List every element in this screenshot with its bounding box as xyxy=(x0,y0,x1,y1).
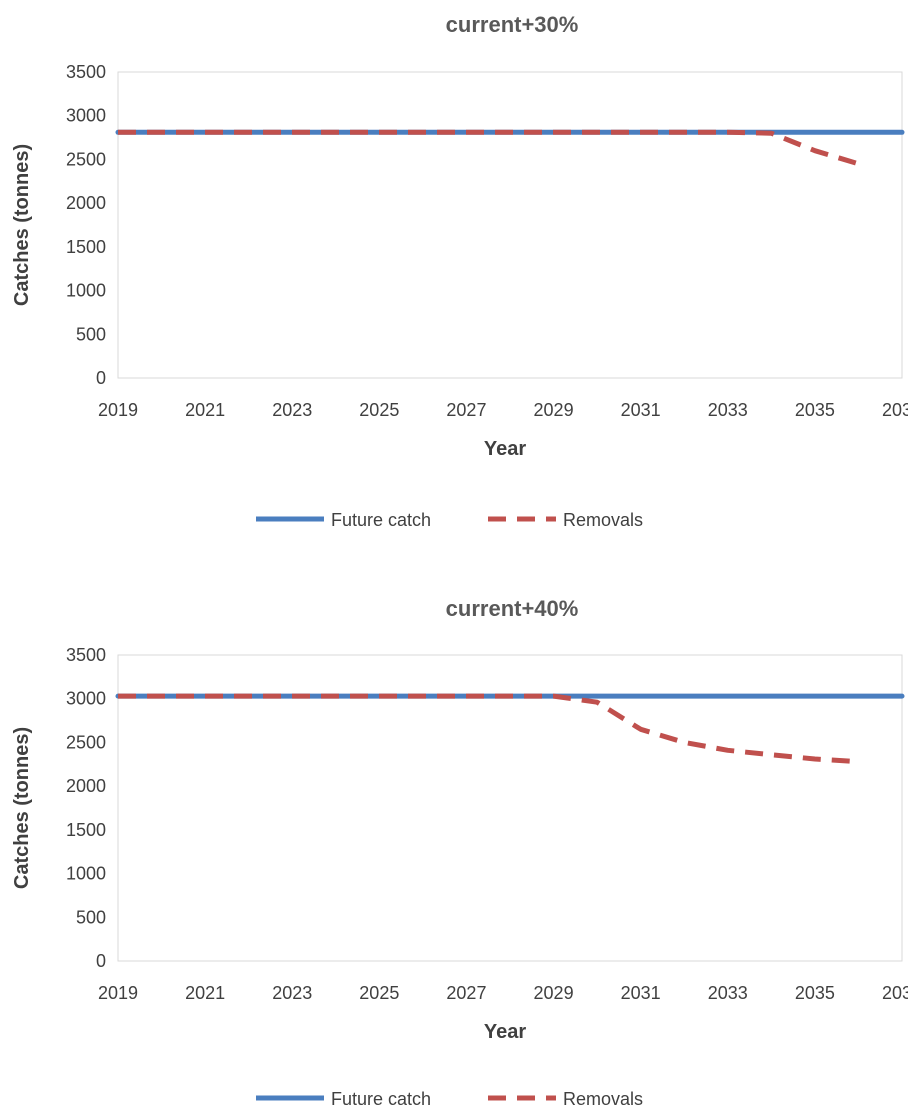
y-tick-label: 1000 xyxy=(66,864,106,884)
legend-label: Removals xyxy=(563,1089,643,1109)
x-tick-label: 2025 xyxy=(359,983,399,1003)
y-tick-label: 2000 xyxy=(66,193,106,213)
chart-current-40: current+40% 0 500 1000 1500 2000 2500 3000 3500 2… xyxy=(0,583,908,1113)
chart-title: current+30% xyxy=(446,12,579,37)
x-tick-label: 2027 xyxy=(446,400,486,420)
y-tick-label: 2000 xyxy=(66,776,106,796)
legend-label: Future catch xyxy=(331,1089,431,1109)
x-tick-label: 2023 xyxy=(272,400,312,420)
y-tick-label: 500 xyxy=(76,907,106,927)
legend-label: Future catch xyxy=(331,510,431,530)
x-axis-title: Year xyxy=(484,1021,526,1043)
y-tick-label: 500 xyxy=(76,324,106,344)
chart-title: current+40% xyxy=(446,596,579,621)
chart-current-30: current+30% 0 500 1000 1500 2000 2500 3000 3500 2… xyxy=(0,0,908,556)
y-tick-label: 2500 xyxy=(66,149,106,169)
legend-label: Removals xyxy=(563,510,643,530)
x-tick-label: 2027 xyxy=(446,983,486,1003)
y-axis-title: Catches (tonnes) xyxy=(11,727,33,889)
x-tick-label: 2021 xyxy=(185,983,225,1003)
y-tick-label: 3000 xyxy=(66,106,106,126)
x-axis-title: Year xyxy=(484,438,526,460)
x-tick-label: 2029 xyxy=(534,400,574,420)
y-axis-title: Catches (tonnes) xyxy=(11,144,33,306)
y-tick-label: 1500 xyxy=(66,820,106,840)
y-tick-label: 3000 xyxy=(66,689,106,709)
series-line-removals xyxy=(118,129,860,167)
plot-area xyxy=(117,654,903,962)
y-tick-label: 0 xyxy=(96,368,106,388)
series-line-removals xyxy=(118,693,859,765)
x-tick-label: 2019 xyxy=(98,400,138,420)
x-tick-label: 2037 xyxy=(882,983,908,1003)
chart-svg-current-40: current+40% 0 500 1000 1500 2000 2500 3000 3500 2… xyxy=(11,596,908,1109)
y-tick-label: 1500 xyxy=(66,237,106,257)
y-tick-label: 0 xyxy=(96,951,106,971)
x-tick-label: 2023 xyxy=(272,983,312,1003)
chart-svg-current-30: current+30% 0 500 1000 1500 2000 2500 3000 3500 2… xyxy=(11,12,908,530)
y-tick-label: 3500 xyxy=(66,62,106,82)
x-tick-label: 2029 xyxy=(534,983,574,1003)
x-tick-label: 2025 xyxy=(359,400,399,420)
x-tick-label: 2021 xyxy=(185,400,225,420)
plot-area xyxy=(117,71,903,379)
x-tick-label: 2031 xyxy=(621,983,661,1003)
x-tick-label: 2035 xyxy=(795,400,835,420)
y-tick-label: 2500 xyxy=(66,732,106,752)
y-tick-label: 3500 xyxy=(66,645,106,665)
x-tick-label: 2037 xyxy=(882,400,908,420)
x-tick-label: 2035 xyxy=(795,983,835,1003)
y-tick-label: 1000 xyxy=(66,281,106,301)
x-tick-label: 2033 xyxy=(708,400,748,420)
x-tick-label: 2031 xyxy=(621,400,661,420)
x-tick-label: 2033 xyxy=(708,983,748,1003)
x-tick-label: 2019 xyxy=(98,983,138,1003)
